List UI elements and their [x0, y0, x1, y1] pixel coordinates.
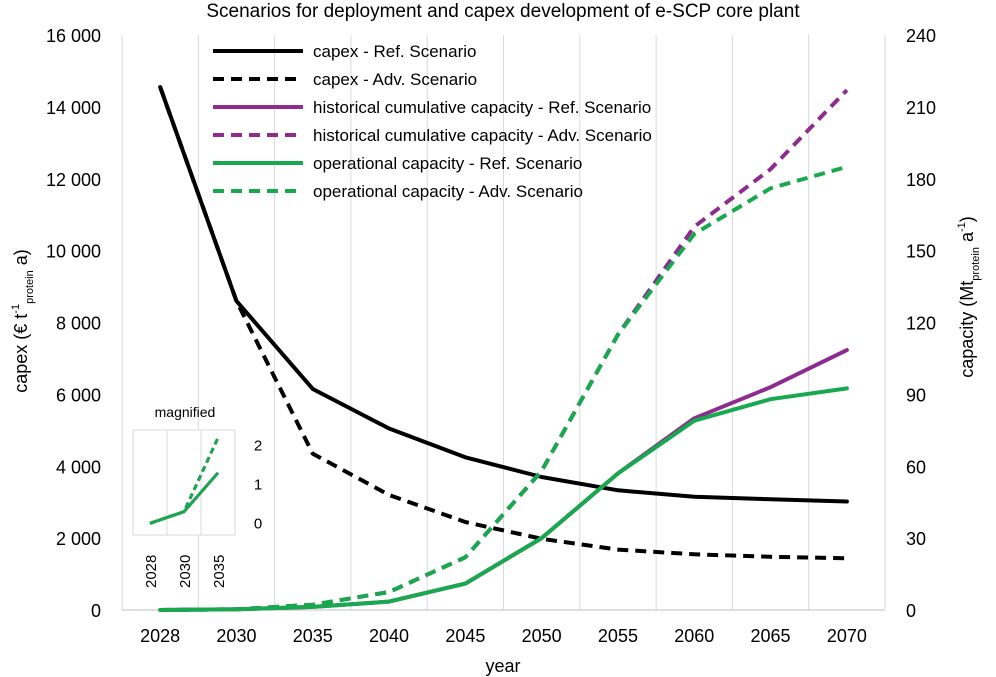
series-line-capex-adv-scenario [158, 86, 847, 561]
legend-label: historical cumulative capacity - Adv. Sc… [313, 126, 652, 145]
right-y-axis-title-sub: protein [970, 247, 982, 281]
inset-y-tick-label: 2 [254, 438, 262, 455]
x-tick-label: 2065 [751, 626, 791, 646]
left-y-tick-label: 2 000 [56, 529, 101, 549]
series-line-operational-capacity-adv-scenario [160, 164, 848, 612]
left-y-tick-label: 10 000 [46, 242, 101, 262]
legend-label: operational capacity - Ref. Scenario [313, 154, 582, 173]
left-y-tick-label: 8 000 [56, 314, 101, 334]
x-tick-label: 2040 [369, 626, 409, 646]
left-y-axis-title-sub: protein [24, 270, 36, 304]
left-y-tick-label: 6 000 [56, 385, 101, 405]
x-axis: 2028 2030 2035 2040 2045 2050 2055 2060 2065 2070 [140, 626, 867, 646]
right-y-tick-label: 60 [906, 457, 926, 477]
inset-chart: magnified 2028 2030 2035 0 1 2 [132, 404, 262, 588]
inset-x-tick-label: 2035 [211, 555, 228, 588]
right-y-tick-label: 150 [906, 242, 936, 262]
inset-title: magnified [155, 404, 216, 420]
legend: capex - Ref. Scenario capex - Adv. Scenar… [213, 42, 652, 201]
inset-y-tick-label: 0 [254, 515, 262, 532]
left-y-axis-title: capex (€ t-1protein a) [10, 249, 36, 392]
right-y-axis-title-sup: -1 [956, 222, 968, 232]
x-tick-label: 2028 [140, 626, 180, 646]
left-y-axis: 0 2 000 4 000 6 000 8 000 10 000 12 000 14 000 1… [46, 26, 101, 621]
left-y-tick-label: 12 000 [46, 170, 101, 190]
left-y-axis-title-sup: -1 [10, 304, 22, 314]
x-tick-label: 2055 [598, 626, 638, 646]
legend-label: operational capacity - Adv. Scenario [313, 182, 583, 201]
left-y-axis-title-tail: a) [11, 249, 31, 270]
left-y-tick-label: 4 000 [56, 457, 101, 477]
x-tick-label: 2050 [522, 626, 562, 646]
legend-label: historical cumulative capacity - Ref. Sc… [313, 98, 651, 117]
inset-x-tick-label: 2028 [143, 555, 160, 588]
series-line-capex-ref-scenario [158, 85, 849, 504]
inset-y-axis: 0 1 2 [254, 438, 262, 533]
right-y-axis-title: capacity (Mtprotein a-1) [956, 216, 982, 377]
right-y-axis: 0 30 60 90 120 150 180 210 240 [906, 26, 936, 621]
inset-series-line-operational-capacity-adv-scenario [149, 437, 220, 525]
right-y-tick-label: 30 [906, 529, 926, 549]
x-tick-label: 2035 [293, 626, 333, 646]
gridlines [121, 35, 886, 610]
legend-label: capex - Adv. Scenario [313, 70, 477, 89]
series-lines [158, 85, 849, 612]
right-y-tick-label: 240 [906, 26, 936, 46]
x-tick-label: 2045 [445, 626, 485, 646]
chart-title: Scenarios for deployment and capex devel… [206, 1, 800, 22]
x-axis-title: year [485, 656, 520, 676]
left-y-tick-label: 16 000 [46, 26, 101, 46]
right-y-axis-title-end: ) [957, 216, 977, 222]
right-y-tick-label: 120 [906, 314, 936, 334]
inset-plot-area [132, 429, 236, 536]
inset-x-tick-label: 2030 [177, 555, 194, 588]
inset-x-axis: 2028 2030 2035 [143, 555, 228, 588]
right-y-tick-label: 180 [906, 170, 936, 190]
legend-label: capex - Ref. Scenario [313, 42, 476, 61]
x-tick-label: 2030 [216, 626, 256, 646]
inset-y-tick-label: 1 [254, 476, 262, 493]
inset-series-lines [149, 437, 220, 525]
right-y-tick-label: 0 [906, 601, 916, 621]
right-y-tick-label: 210 [906, 98, 936, 118]
x-tick-label: 2070 [827, 626, 867, 646]
x-tick-label: 2060 [674, 626, 714, 646]
right-y-tick-label: 90 [906, 385, 926, 405]
right-y-axis-title-main: capacity (Mt [957, 281, 977, 378]
left-y-tick-label: 0 [91, 601, 101, 621]
right-y-axis-title-tail: a [957, 231, 977, 247]
left-y-tick-label: 14 000 [46, 98, 101, 118]
left-y-axis-title-main: capex (€ t [11, 314, 31, 393]
